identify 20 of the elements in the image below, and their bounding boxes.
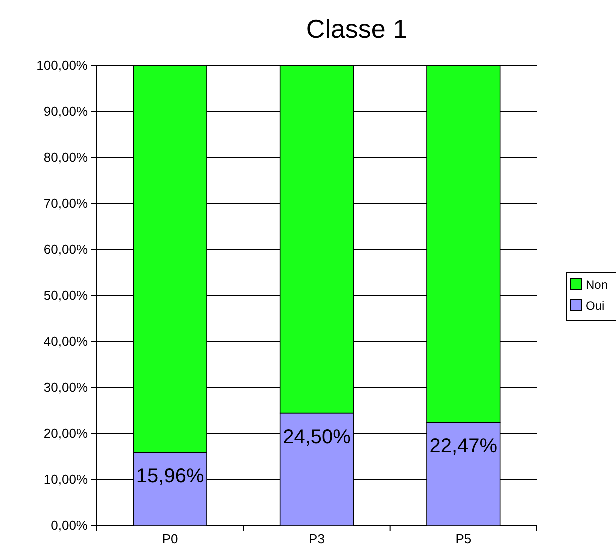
y-tick-label: 20,00% [44, 426, 88, 442]
data-label: 22,47% [430, 436, 498, 458]
data-label: 15,96% [136, 466, 204, 488]
y-tick-label: 30,00% [44, 380, 88, 396]
y-tick-label: 70,00% [44, 196, 88, 212]
y-tick-label: 40,00% [44, 334, 88, 350]
y-tick-label: 80,00% [44, 150, 88, 166]
y-tick-label: 10,00% [44, 472, 88, 488]
data-label: 24,50% [283, 426, 352, 448]
y-tick-label: 0,00% [51, 518, 88, 534]
x-tick-label: P5 [456, 531, 472, 546]
y-tick-label: 60,00% [44, 242, 88, 258]
y-tick-label: 100,00% [36, 58, 88, 74]
x-tick-label: P0 [162, 531, 178, 546]
y-tick-label: 50,00% [44, 288, 88, 304]
legend-label: Non [586, 278, 608, 292]
legend-label: Oui [586, 299, 605, 313]
x-tick-label: P3 [309, 531, 325, 546]
y-tick-label: 90,00% [44, 104, 88, 120]
chart-title: Classe 1 [306, 14, 408, 44]
